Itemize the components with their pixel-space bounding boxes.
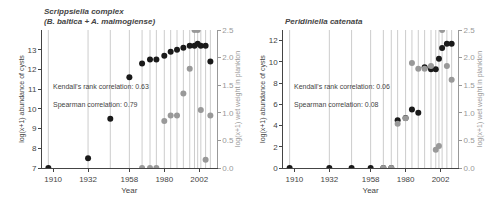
svg-text:4: 4 <box>273 121 278 130</box>
svg-text:1980: 1980 <box>397 175 415 184</box>
svg-text:1932: 1932 <box>320 175 338 184</box>
svg-text:Spearman correlation: 0.79: Spearman correlation: 0.79 <box>53 101 138 109</box>
svg-text:1910: 1910 <box>44 175 62 184</box>
svg-text:Scrippsiella complex(B. baltic: Scrippsiella complex(B. baltica + A. mal… <box>44 7 155 26</box>
svg-text:1910: 1910 <box>286 175 304 184</box>
svg-text:9: 9 <box>32 124 37 133</box>
svg-text:1958: 1958 <box>362 175 380 184</box>
svg-text:2.5: 2.5 <box>464 26 476 35</box>
svg-text:0: 0 <box>273 164 278 173</box>
svg-text:log(x+1) wet weight in plankto: log(x+1) wet weight in plankton <box>234 51 242 147</box>
svg-text:6: 6 <box>273 100 278 109</box>
svg-text:0.0: 0.0 <box>464 164 476 173</box>
svg-text:Spearman correlation: 0.08: Spearman correlation: 0.08 <box>294 101 379 109</box>
svg-text:1.0: 1.0 <box>222 109 234 118</box>
svg-text:12: 12 <box>269 36 278 45</box>
svg-text:0.5: 0.5 <box>222 136 234 145</box>
svg-text:13: 13 <box>27 46 36 55</box>
svg-text:2002: 2002 <box>190 175 208 184</box>
svg-text:2.0: 2.0 <box>464 53 476 62</box>
svg-text:2002: 2002 <box>432 175 450 184</box>
svg-text:Kendall's rank correlation: 0.: Kendall's rank correlation: 0.63 <box>53 83 149 90</box>
svg-text:0.5: 0.5 <box>464 136 476 145</box>
svg-text:10: 10 <box>269 58 278 67</box>
svg-text:Kendall's rank correlation: 0.: Kendall's rank correlation: 0.06 <box>294 83 390 90</box>
svg-text:7: 7 <box>32 164 37 173</box>
svg-text:2.5: 2.5 <box>222 26 234 35</box>
svg-text:12: 12 <box>27 65 36 74</box>
svg-text:log(x+1) wet weight in plankto: log(x+1) wet weight in plankton <box>476 51 484 147</box>
svg-text:log(x+1) abundance of cysts: log(x+1) abundance of cysts <box>259 55 267 143</box>
svg-text:Year: Year <box>363 186 380 195</box>
svg-text:10: 10 <box>27 105 36 114</box>
svg-text:11: 11 <box>28 85 37 94</box>
svg-text:1980: 1980 <box>155 175 173 184</box>
svg-text:8: 8 <box>273 79 278 88</box>
svg-text:1932: 1932 <box>79 175 97 184</box>
svg-text:Peridiniella catenata: Peridiniella catenata <box>285 17 363 26</box>
svg-text:1.5: 1.5 <box>464 81 476 90</box>
svg-text:0.0: 0.0 <box>222 164 234 173</box>
svg-text:Year: Year <box>121 186 138 195</box>
svg-text:2: 2 <box>273 143 278 152</box>
svg-text:log(x+1) abundance of cysts: log(x+1) abundance of cysts <box>18 55 26 143</box>
svg-text:1958: 1958 <box>120 175 138 184</box>
svg-text:1.5: 1.5 <box>222 81 234 90</box>
svg-text:8: 8 <box>32 144 37 153</box>
svg-text:1.0: 1.0 <box>464 109 476 118</box>
svg-text:2.0: 2.0 <box>222 53 234 62</box>
